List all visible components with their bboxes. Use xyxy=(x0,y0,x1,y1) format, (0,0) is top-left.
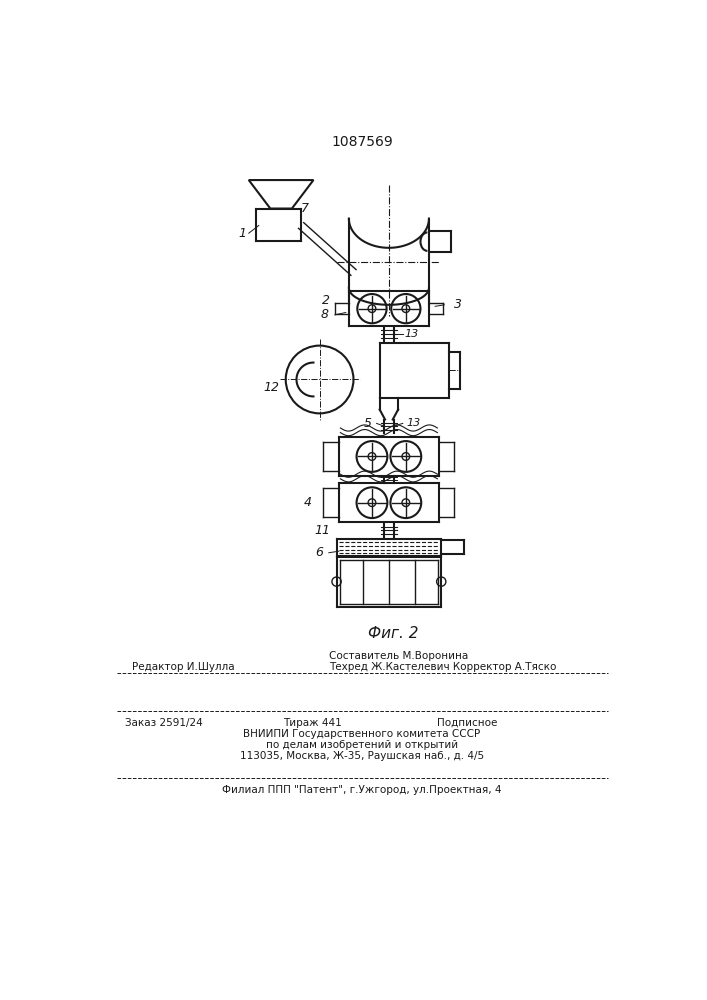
Text: 12: 12 xyxy=(264,381,280,394)
Text: 1: 1 xyxy=(238,227,247,240)
Text: по делам изобретений и открытий: по делам изобретений и открытий xyxy=(266,740,458,750)
Text: 1087569: 1087569 xyxy=(331,135,393,149)
Text: 13: 13 xyxy=(407,418,421,428)
Text: 7: 7 xyxy=(301,202,309,215)
Text: Фиг. 2: Фиг. 2 xyxy=(368,626,418,641)
Text: 2: 2 xyxy=(322,294,329,307)
Text: Заказ 2591/24: Заказ 2591/24 xyxy=(125,718,202,728)
Text: 4: 4 xyxy=(304,496,312,509)
Text: ВНИИПИ Государственного комитета СССР: ВНИИПИ Государственного комитета СССР xyxy=(243,729,481,739)
Text: 6: 6 xyxy=(315,546,324,559)
Text: 11: 11 xyxy=(314,524,330,537)
Text: Составитель М.Воронина: Составитель М.Воронина xyxy=(329,651,468,661)
Text: 113035, Москва, Ж-35, Раушская наб., д. 4/5: 113035, Москва, Ж-35, Раушская наб., д. … xyxy=(240,751,484,761)
Text: Техред Ж.Кастелевич Корректор А.Тяско: Техред Ж.Кастелевич Корректор А.Тяско xyxy=(329,662,556,672)
Text: 3: 3 xyxy=(454,298,462,311)
Text: Тираж 441: Тираж 441 xyxy=(283,718,341,728)
Text: Подписное: Подписное xyxy=(437,718,497,728)
Text: 13: 13 xyxy=(405,329,419,339)
Text: 5: 5 xyxy=(363,417,371,430)
Text: 8: 8 xyxy=(320,308,328,321)
Text: Филиал ППП "Патент", г.Ужгород, ул.Проектная, 4: Филиал ППП "Патент", г.Ужгород, ул.Проек… xyxy=(222,785,502,795)
Text: Редактор И.Шулла: Редактор И.Шулла xyxy=(132,662,235,672)
